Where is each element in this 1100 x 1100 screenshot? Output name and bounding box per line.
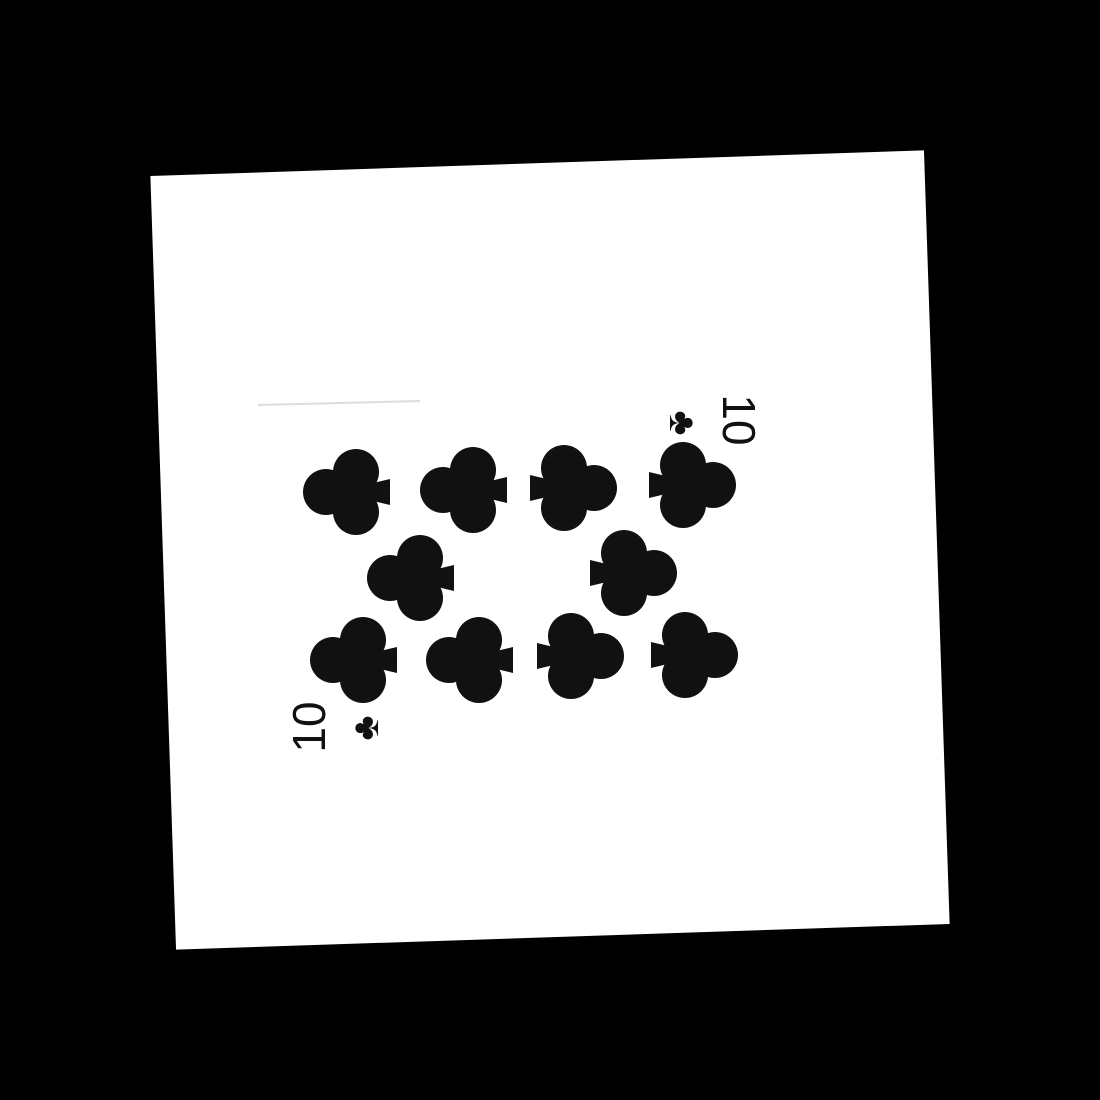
club-icon xyxy=(530,445,617,531)
card-edge xyxy=(257,400,421,406)
corner-index-bottom: 10 xyxy=(283,701,335,752)
club-icon: ♣ xyxy=(345,716,387,741)
club-icon xyxy=(426,617,513,703)
pip-grid xyxy=(303,442,738,703)
club-icon xyxy=(651,612,738,698)
corner-suit-top: ♣ xyxy=(661,411,703,436)
corner-index-top: 10 xyxy=(713,394,765,445)
club-icon xyxy=(590,530,677,616)
club-icon: ♣ xyxy=(661,411,703,436)
club-icon xyxy=(367,535,454,621)
club-icon xyxy=(649,442,736,528)
rank-label: 10 xyxy=(283,701,335,752)
corner-suit-bottom: ♣ xyxy=(345,716,387,741)
club-icon xyxy=(420,447,507,533)
club-icon xyxy=(310,617,397,703)
club-icon xyxy=(303,449,390,535)
club-icon xyxy=(537,613,624,699)
rank-label: 10 xyxy=(713,394,765,445)
